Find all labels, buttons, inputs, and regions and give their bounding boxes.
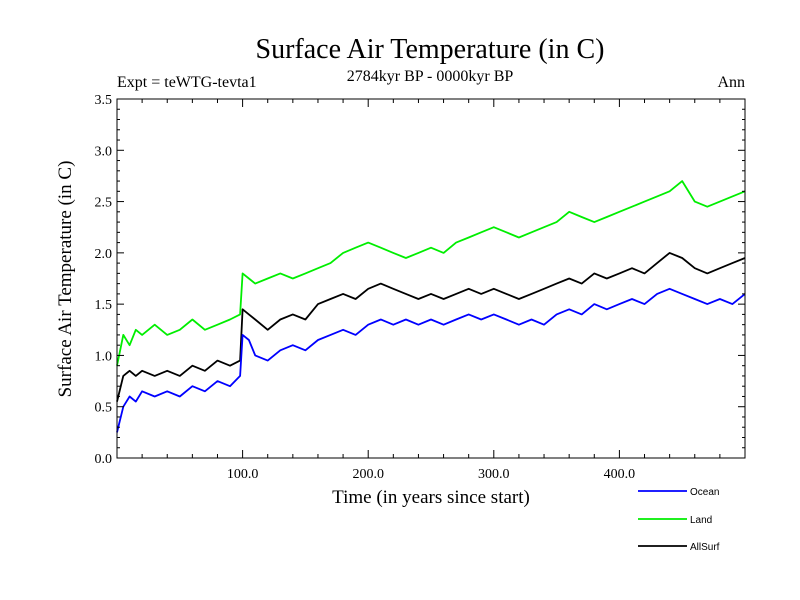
legend-label-allsurf: AllSurf [690, 542, 720, 553]
x-tick-label: 400.0 [604, 467, 636, 482]
series-line-ocean [116, 287, 746, 433]
axis-layer [116, 98, 746, 459]
legend-layer: Ocean Land AllSurf [638, 487, 720, 553]
y-tick-label: 3.5 [95, 93, 113, 108]
x-tick-label: 200.0 [352, 467, 384, 482]
series-line-allsurf [116, 251, 746, 402]
legend-label-land: Land [690, 515, 712, 526]
y-tick-label: 2.5 [95, 196, 113, 211]
y-tick-label: 2.0 [95, 247, 113, 262]
x-tick-label: 100.0 [227, 467, 259, 482]
y-axis-label: Surface Air Temperature (in C) [55, 161, 76, 398]
x-axis-label: Time (in years since start) [332, 487, 530, 508]
x-tick-label: 300.0 [478, 467, 510, 482]
series-layer [116, 180, 746, 433]
chart-title: Surface Air Temperature (in C) [256, 34, 605, 65]
y-tick-label: 1.0 [95, 349, 113, 364]
y-tick-label: 0.0 [95, 452, 113, 467]
period-label: Ann [717, 74, 745, 91]
expt-label: Expt = teWTG-tevta1 [117, 74, 257, 91]
y-tick-label: 0.5 [95, 401, 113, 416]
series-line-land [116, 180, 746, 366]
y-tick-label: 1.5 [95, 298, 113, 313]
tick-layer: 0.0 0.5 1.0 1.5 2.0 2.5 3.0 3.5 100.0 200.0 300.0 4… [95, 93, 745, 482]
legend-label-ocean: Ocean [690, 487, 719, 498]
y-tick-label: 3.0 [95, 144, 113, 159]
plot-frame [116, 98, 746, 459]
chart-subtitle: 2784kyr BP - 0000kyr BP [347, 68, 514, 85]
